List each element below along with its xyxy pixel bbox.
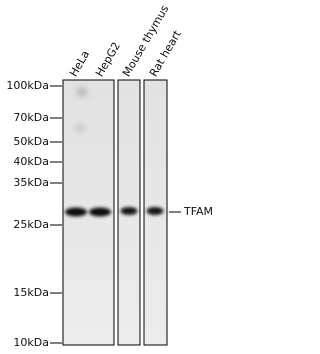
marker-label: 100kDa (6, 79, 49, 92)
band (65, 207, 87, 217)
marker-label: 40kDa (13, 155, 49, 168)
band (120, 207, 138, 215)
lane-label: HeLa (67, 48, 92, 79)
marker-label: 15kDa (13, 286, 49, 299)
band (146, 207, 164, 215)
band-label: TFAM (183, 205, 213, 218)
smear (76, 87, 88, 97)
marker-label: 35kDa (13, 176, 49, 189)
western-blot: TFAM 100kDa 70kDa 50kDa 40kDa 35kDa 25kDa 15kD… (6, 3, 213, 349)
blot-panels (62, 79, 168, 346)
band (89, 207, 111, 217)
marker-label: 10kDa (13, 336, 49, 349)
marker-label: 25kDa (13, 218, 49, 231)
lane-label: HepG2 (93, 40, 123, 79)
marker-label: 50kDa (13, 135, 49, 148)
marker-label: 70kDa (13, 111, 49, 124)
smear (74, 124, 86, 132)
